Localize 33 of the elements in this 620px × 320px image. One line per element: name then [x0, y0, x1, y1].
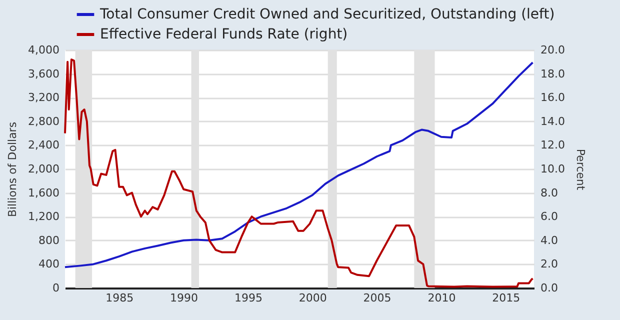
y-tick-label: 1,600	[28, 186, 60, 200]
y-tick-label: 2,800	[28, 114, 60, 128]
legend-label: Total Consumer Credit Owned and Securitized, Outstanding (left)	[99, 6, 555, 22]
y-tick-label: 800	[38, 234, 60, 247]
y2-tick-label: 16.0	[540, 91, 565, 104]
x-tick-label: 2005	[363, 292, 392, 304]
y-tick-label: 2,400	[28, 138, 60, 152]
y-tick-label: 1,200	[28, 210, 60, 224]
y-tick-label: 3,600	[28, 67, 60, 80]
x-tick-label: 2010	[428, 292, 456, 304]
y-tick-label: 3,200	[28, 91, 60, 104]
y2-tick-label: 4.0	[540, 234, 558, 247]
y-tick-label: 4,000	[28, 44, 60, 56]
y2-tick-label: 18.0	[540, 67, 565, 80]
y-axis-title: Billions of Dollars	[6, 122, 20, 218]
y2-tick-label: 14.0	[540, 114, 565, 128]
y-tick-label: 0	[52, 282, 60, 294]
x-tick-label: 1995	[234, 292, 262, 304]
y-tick-label: 400	[38, 258, 60, 271]
y2-axis-title: Percent	[574, 148, 587, 191]
x-tick-label: 1985	[106, 292, 134, 304]
x-tick-label: 2000	[298, 292, 327, 304]
y2-tick-label: 12.0	[540, 138, 565, 152]
legend-label: Effective Federal Funds Rate (right)	[100, 26, 348, 42]
y2-tick-label: 6.0	[540, 210, 558, 224]
y2-tick-label: 0.0	[540, 282, 558, 294]
y-tick-label: 2,000	[28, 162, 60, 176]
y2-tick-label: 8.0	[540, 186, 558, 200]
y2-tick-label: 2.0	[540, 258, 558, 271]
x-tick-label: 1990	[170, 292, 198, 304]
x-tick-label: 2015	[492, 292, 520, 304]
y2-tick-label: 10.0	[540, 162, 565, 176]
y2-tick-label: 20.0	[540, 44, 565, 56]
